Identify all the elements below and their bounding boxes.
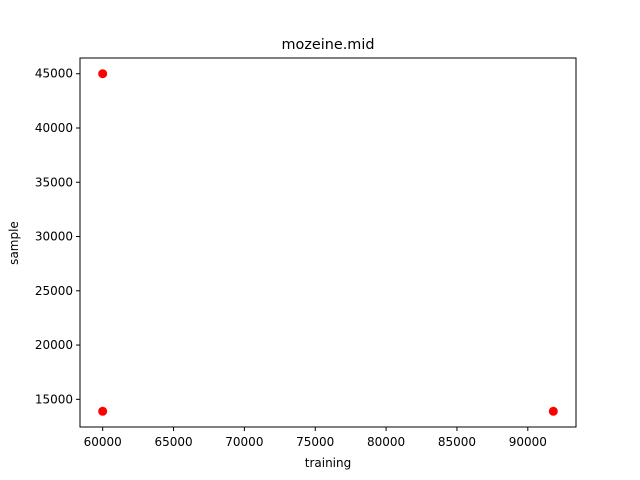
- x-tick-label: 80000: [367, 435, 405, 449]
- y-tick-label: 35000: [35, 175, 73, 189]
- x-tick-label: 70000: [225, 435, 263, 449]
- scatter-point: [548, 406, 558, 416]
- x-axis-label: training: [305, 456, 352, 470]
- x-tick-label: 60000: [84, 435, 122, 449]
- y-tick-label: 45000: [35, 67, 73, 81]
- y-tick-label: 25000: [35, 284, 73, 298]
- scatter-point: [98, 406, 108, 416]
- x-tick-label: 75000: [296, 435, 334, 449]
- y-tick-label: 40000: [35, 121, 73, 135]
- y-tick-label: 20000: [35, 338, 73, 352]
- scatter-point: [98, 69, 108, 79]
- plot-frame: [79, 57, 577, 428]
- chart-title: mozeine.mid: [282, 37, 375, 53]
- data-points: [98, 69, 558, 416]
- x-axis: 60000 65000 70000 75000 80000 85000 90000: [84, 427, 547, 449]
- x-tick-label: 90000: [509, 435, 547, 449]
- y-tick-label: 15000: [35, 392, 73, 406]
- x-tick-label: 65000: [154, 435, 192, 449]
- y-axis-label: sample: [7, 221, 21, 265]
- y-tick-label: 30000: [35, 230, 73, 244]
- x-tick-label: 85000: [438, 435, 476, 449]
- y-axis: 15000 20000 25000 30000 35000 40000 45000: [35, 67, 80, 406]
